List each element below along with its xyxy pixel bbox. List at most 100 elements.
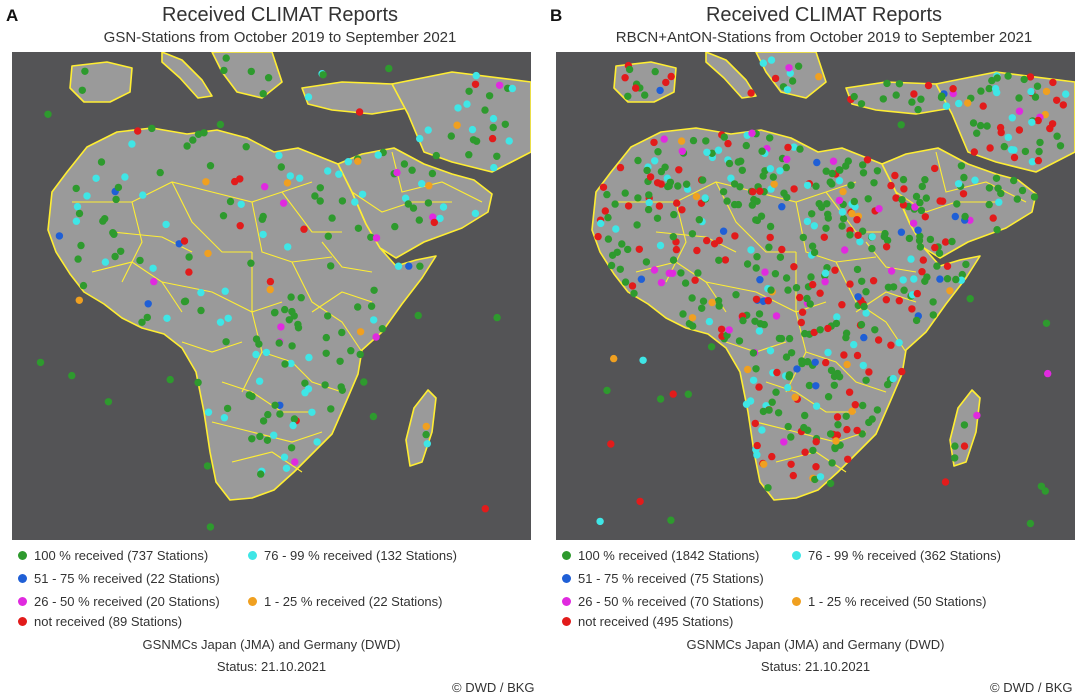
station-marker-high (859, 361, 867, 370)
station-marker-minimal (964, 99, 972, 107)
station-marker-full (794, 62, 803, 70)
station-marker-none (913, 289, 921, 298)
station-marker-full (378, 325, 387, 333)
station-marker-high (701, 194, 709, 202)
station-marker-full (81, 67, 89, 75)
station-marker-full (369, 412, 378, 421)
station-marker-full (1018, 186, 1027, 195)
station-marker-full (79, 281, 88, 290)
station-marker-full (255, 340, 263, 348)
station-marker-full (185, 253, 193, 261)
station-marker-full (759, 407, 768, 416)
station-marker-minimal (946, 287, 954, 295)
station-marker-high (612, 225, 620, 233)
legend-dot (562, 597, 571, 606)
station-marker-none (833, 413, 842, 421)
station-marker-none (747, 89, 755, 97)
station-marker-high (305, 353, 313, 362)
station-marker-high (280, 453, 289, 461)
station-marker-full (997, 189, 1005, 198)
station-marker-high (335, 170, 343, 178)
station-marker-full (830, 372, 839, 381)
station-marker-mid (811, 358, 819, 366)
station-marker-none (624, 202, 633, 210)
station-marker-full (264, 410, 272, 419)
station-marker-full (688, 230, 697, 238)
station-marker-high (308, 408, 316, 416)
legend-item-low: 26 - 50 % received (70 Stations) (562, 594, 764, 609)
station-marker-full (873, 167, 882, 175)
station-marker-full (755, 310, 764, 318)
country-border (935, 151, 1027, 203)
country-border (795, 201, 877, 263)
station-marker-high (812, 402, 821, 410)
station-marker-full (75, 209, 84, 218)
station-marker-minimal (839, 187, 847, 196)
station-marker-full (759, 172, 767, 180)
station-marker-none (636, 497, 644, 506)
station-marker-none (749, 188, 757, 196)
station-marker-full (104, 398, 113, 406)
station-marker-high (149, 264, 157, 272)
station-marker-none (675, 166, 683, 174)
station-marker-none (809, 280, 817, 289)
station-marker-low (665, 269, 673, 277)
station-marker-minimal (677, 137, 686, 145)
station-marker-minimal (422, 422, 430, 431)
station-marker-none (882, 296, 890, 304)
station-marker-high (868, 233, 876, 241)
station-marker-full (973, 129, 981, 137)
station-marker-high (835, 177, 844, 185)
station-marker-none (731, 232, 739, 240)
station-marker-high (83, 192, 91, 200)
station-marker-full (679, 310, 687, 318)
station-marker-none (921, 213, 929, 221)
station-marker-full (765, 406, 773, 414)
station-marker-full (798, 357, 806, 365)
legend-label: 76 - 99 % received (362 Stations) (808, 548, 1001, 563)
station-marker-full (787, 433, 795, 441)
station-marker-full (651, 67, 659, 76)
station-marker-full (743, 260, 752, 268)
station-marker-high (910, 275, 918, 283)
station-marker-full (935, 249, 944, 257)
station-marker-none (900, 185, 908, 193)
station-marker-high (255, 377, 264, 385)
station-marker-mid (951, 212, 959, 221)
station-marker-high (821, 269, 830, 277)
station-marker-low (678, 147, 686, 155)
station-marker-low (780, 438, 788, 446)
station-marker-none (908, 305, 916, 313)
station-marker-full (338, 197, 347, 205)
station-marker-full (275, 339, 283, 347)
station-marker-full (917, 206, 926, 215)
station-marker-full (1026, 519, 1035, 528)
station-marker-full (951, 454, 959, 462)
station-marker-full (864, 195, 872, 203)
station-marker-none (669, 390, 677, 398)
station-marker-full (183, 142, 191, 150)
station-marker-full (892, 91, 900, 99)
station-marker-full (465, 151, 473, 159)
station-marker-minimal (453, 121, 461, 129)
italy-landmass (705, 52, 757, 99)
station-marker-full (36, 358, 45, 367)
station-marker-full (917, 95, 925, 103)
legend-item-none: not received (495 Stations) (562, 614, 733, 629)
station-marker-full (951, 442, 959, 450)
station-marker-low (821, 278, 829, 286)
station-marker-none (997, 128, 1005, 137)
station-marker-full (698, 304, 706, 312)
station-marker-full (922, 194, 930, 202)
station-marker-full (288, 342, 296, 350)
footer-status: Status: 21.10.2021 (760, 659, 871, 674)
station-marker-high (490, 163, 498, 172)
station-marker-none (607, 440, 615, 448)
station-marker-none (650, 138, 658, 147)
station-marker-full (226, 197, 235, 206)
station-marker-none (594, 232, 602, 241)
station-marker-none (755, 383, 763, 391)
station-marker-full (952, 275, 960, 284)
station-marker-full (926, 235, 935, 244)
station-marker-high (790, 143, 798, 151)
